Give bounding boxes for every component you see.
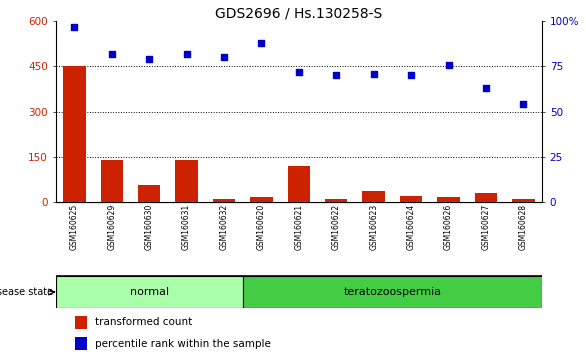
Title: GDS2696 / Hs.130258-S: GDS2696 / Hs.130258-S [215,6,383,20]
Text: GSM160630: GSM160630 [145,204,154,250]
Point [219,55,229,60]
Text: GSM160625: GSM160625 [70,204,79,250]
Text: GSM160627: GSM160627 [482,204,490,250]
Text: GSM160624: GSM160624 [407,204,415,250]
Bar [475,193,497,202]
Bar [213,199,235,202]
Text: GSM160620: GSM160620 [257,204,266,250]
Point [294,69,304,75]
Point [369,71,379,76]
Text: disease state: disease state [0,287,53,297]
Bar [101,160,123,202]
Bar [250,197,272,202]
Bar [325,199,347,202]
Bar [288,166,310,202]
Bar [175,160,198,202]
Point [182,51,191,57]
Bar [363,191,385,202]
Bar [138,185,161,202]
Text: GSM160623: GSM160623 [369,204,378,250]
Point [107,51,117,57]
Bar [56,276,243,308]
Bar [75,316,87,329]
Point [70,24,79,29]
Point [481,85,490,91]
Bar [63,67,86,202]
Bar [437,197,460,202]
Text: teratozoospermia: teratozoospermia [343,287,441,297]
Point [257,40,266,46]
Text: GSM160626: GSM160626 [444,204,453,250]
Text: GSM160631: GSM160631 [182,204,191,250]
Point [332,73,341,78]
Text: GSM160621: GSM160621 [294,204,304,250]
Point [444,62,453,67]
Point [145,56,154,62]
Bar [512,199,534,202]
Point [407,73,416,78]
Text: GSM160629: GSM160629 [107,204,116,250]
Text: GSM160622: GSM160622 [332,204,341,250]
Bar [243,276,542,308]
Text: normal: normal [130,287,169,297]
Text: GSM160628: GSM160628 [519,204,528,250]
Point [519,102,528,107]
Bar [75,337,87,350]
Text: GSM160632: GSM160632 [220,204,229,250]
Bar [400,196,423,202]
Text: transformed count: transformed count [94,317,192,327]
Text: percentile rank within the sample: percentile rank within the sample [94,339,271,349]
